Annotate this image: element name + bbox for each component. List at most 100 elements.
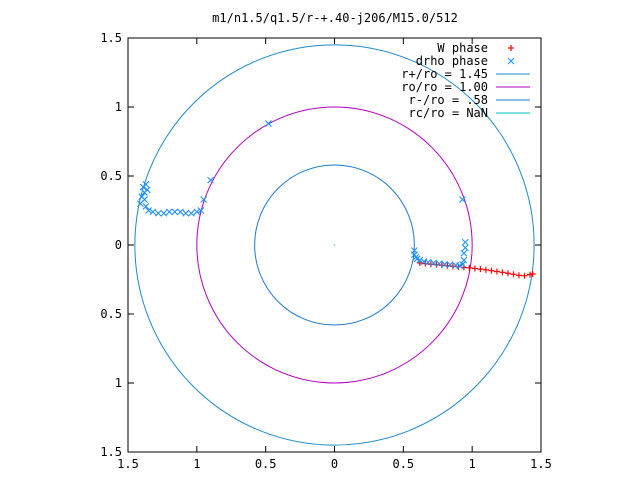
w-phase-point — [477, 266, 484, 273]
drho-phase-point-b — [149, 208, 157, 216]
y-tick-label: 1.5 — [100, 445, 122, 459]
drho-phase-point-b — [460, 256, 468, 264]
drho-phase-point-b — [160, 209, 168, 217]
x-tick-label: 0.5 — [255, 457, 277, 471]
drho-phase-point — [165, 208, 173, 216]
w-phase-point — [488, 267, 495, 274]
drho-phase-point — [145, 207, 153, 214]
drho-phase-point-b — [430, 259, 438, 267]
drho-phase-point-b — [459, 196, 466, 203]
w-phase-point — [515, 272, 522, 279]
drho-phase-point-b — [416, 256, 424, 264]
x-tick-label: 1.5 — [117, 457, 139, 471]
drho-phase-point-b — [145, 207, 153, 214]
drho-phase-point-b — [193, 208, 201, 216]
drho-phase-point — [187, 209, 195, 217]
drho-phase-point — [459, 196, 466, 203]
drho-phase-point — [200, 196, 208, 203]
y-tick-label: 0 — [115, 238, 122, 252]
w-phase-point — [526, 271, 533, 278]
w-phase-point — [471, 265, 478, 272]
drho-phase-point — [461, 244, 469, 252]
w-phase-point — [493, 268, 500, 275]
w-phase-point — [521, 272, 528, 279]
y-tick-label: 1 — [115, 376, 122, 390]
drho-phase-point-b — [142, 180, 150, 188]
drho-phase-point-b — [176, 208, 184, 216]
legend-w-phase-symbol — [508, 45, 514, 51]
axis-ticks: 1.5 1 0.5 0 0.5 1 1.51.510.500.511.5 — [100, 31, 552, 471]
drho-phase-point — [149, 208, 157, 216]
drho-phase-point-b — [461, 244, 469, 252]
drho-phase-point-b — [265, 120, 272, 127]
drho-phase-point — [143, 186, 151, 194]
drho-phase-point-b — [410, 247, 418, 254]
circle-roro — [196, 106, 473, 384]
legend-label: r-/ro = .58 — [409, 93, 488, 107]
drho-phase-point-b — [441, 260, 449, 268]
w-phase-point — [504, 270, 511, 277]
legend-label: r+/ro = 1.45 — [401, 67, 488, 81]
drho-phase-point — [435, 260, 443, 268]
x-tick-label: 0 — [331, 457, 338, 471]
drho-phase-point — [265, 120, 272, 127]
legend-drho-phase-symbol-b — [507, 57, 515, 65]
drho-phase-point — [137, 200, 144, 207]
drho-phase-point-b — [197, 207, 205, 214]
drho-phase-point — [460, 256, 468, 264]
drho-phase-point — [182, 209, 190, 217]
y-tick-label: 1 — [115, 100, 122, 114]
drho-phase-point-b — [424, 258, 432, 266]
drho-phase-point — [154, 209, 162, 217]
drho-phase-point — [176, 208, 184, 216]
circle-r-ro — [254, 164, 415, 326]
drho-phase-point — [460, 249, 468, 257]
drho-phase-point — [193, 208, 201, 216]
w-phase-point — [466, 264, 473, 271]
drho-phase-point — [461, 238, 469, 246]
w-phase-point — [482, 266, 489, 273]
drho-phase-point-b — [143, 186, 151, 194]
x-tick-label: 1 — [469, 457, 476, 471]
legend-label: rc/ro = NaN — [409, 106, 488, 120]
chart-title: m1/n1.5/q1.5/r-+.40-j206/M15.0/512 — [212, 11, 458, 25]
legend-label: drho phase — [416, 54, 488, 68]
drho-phase-point-b — [207, 176, 214, 184]
drho-phase-point-b — [435, 260, 443, 268]
drho-phase-point-b — [459, 260, 466, 268]
drho-phase-point-b — [142, 202, 150, 210]
drho-phase-point — [171, 208, 179, 216]
drho-phase-point — [138, 193, 146, 201]
radius-circles — [134, 44, 535, 446]
y-tick-label: 0.5 — [100, 307, 122, 321]
drho-phase-point — [197, 207, 205, 214]
legend-drho-phase-symbol — [507, 57, 515, 65]
drho-phase-point-b — [200, 196, 208, 203]
drho-phase-point — [446, 261, 454, 269]
drho-phase-point-b — [187, 209, 195, 217]
drho-phase-point — [142, 202, 150, 210]
drho-phase-point — [160, 209, 168, 217]
x-tick-label: 1 — [193, 457, 200, 471]
drho-phase-point — [430, 259, 438, 267]
drho-phase-point-b — [461, 238, 469, 246]
drho-phase-point-b — [413, 255, 421, 263]
drho-phase-point — [207, 176, 214, 184]
drho-phase-point-b — [165, 208, 173, 216]
drho-phase-point — [459, 260, 466, 268]
drho-phase-point-b — [171, 208, 179, 216]
drho-phase-point — [416, 256, 424, 264]
drho-phase-point-b — [446, 261, 454, 269]
drho-phase-point — [424, 258, 432, 266]
legend-label: W phase — [437, 41, 488, 55]
drho-phase-point-b — [182, 209, 190, 217]
drho-phase-point-b — [137, 200, 144, 207]
drho-phase-point — [441, 260, 449, 268]
drho-phase-point-b — [138, 193, 146, 201]
drho-phase-point-b — [154, 209, 162, 217]
w-phase-point — [510, 271, 517, 278]
legend-label: ro/ro = 1.00 — [401, 80, 488, 94]
